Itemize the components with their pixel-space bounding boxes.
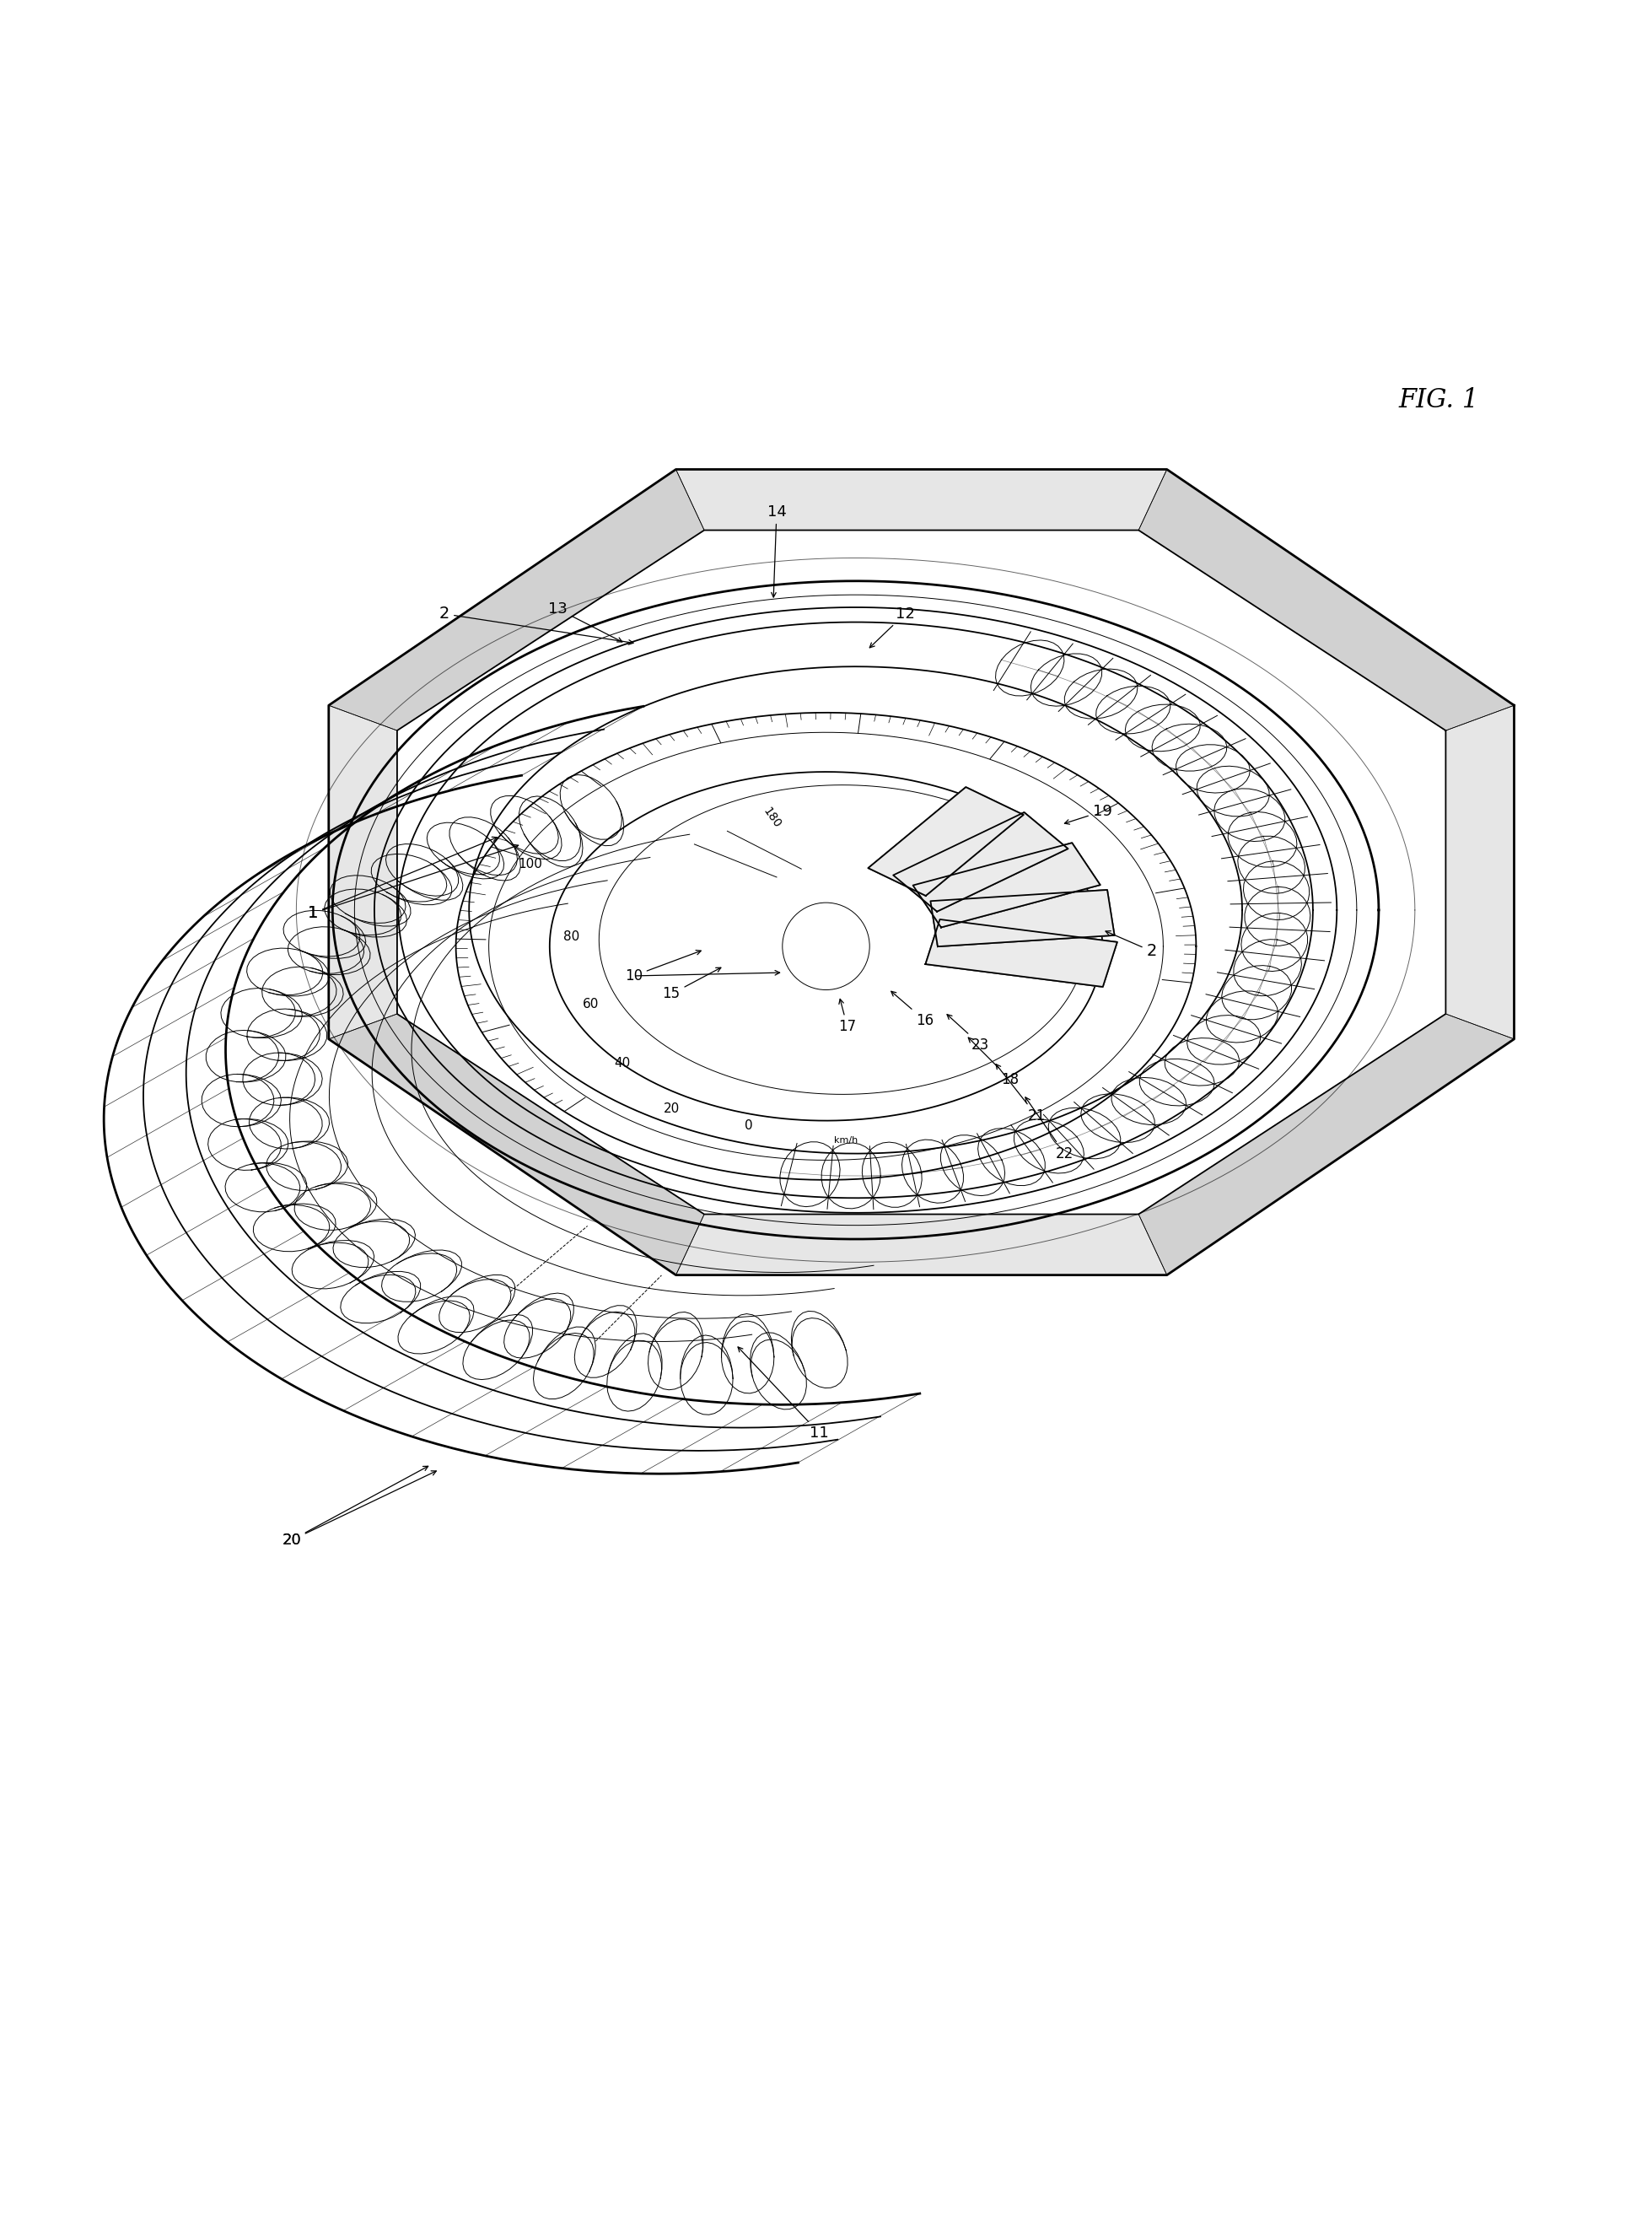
Polygon shape (1446, 704, 1515, 1039)
Text: 20: 20 (662, 1103, 679, 1116)
Text: 2: 2 (1105, 930, 1156, 959)
Text: 11: 11 (738, 1347, 829, 1442)
Text: 19: 19 (1064, 804, 1112, 824)
Text: 14: 14 (767, 505, 786, 598)
Text: 21: 21 (996, 1063, 1046, 1123)
Text: 10: 10 (624, 950, 700, 983)
Text: 1: 1 (307, 844, 519, 921)
Text: 15: 15 (662, 968, 720, 1001)
Text: 20: 20 (282, 1471, 436, 1548)
Text: 13: 13 (548, 600, 623, 642)
Text: 18: 18 (968, 1037, 1019, 1088)
Text: 17: 17 (839, 999, 856, 1034)
Text: 0: 0 (745, 1119, 753, 1132)
Polygon shape (869, 786, 1024, 895)
Text: km/h: km/h (834, 1136, 857, 1145)
Text: 20: 20 (282, 1466, 428, 1548)
Text: 40: 40 (615, 1057, 629, 1070)
Polygon shape (1138, 1014, 1515, 1276)
Polygon shape (930, 890, 1115, 946)
Text: FIG. 1: FIG. 1 (1399, 388, 1479, 412)
Text: 12: 12 (869, 607, 915, 647)
Polygon shape (329, 1014, 704, 1276)
Text: 180: 180 (760, 806, 783, 831)
Polygon shape (925, 919, 1117, 988)
Polygon shape (894, 813, 1067, 913)
Text: 2: 2 (439, 607, 633, 645)
Polygon shape (676, 1214, 1166, 1276)
Text: 23: 23 (947, 1014, 990, 1052)
Polygon shape (676, 470, 1166, 529)
Polygon shape (329, 470, 704, 731)
Circle shape (783, 904, 869, 990)
Polygon shape (1138, 470, 1515, 731)
Text: 22: 22 (1026, 1096, 1074, 1161)
Text: 60: 60 (583, 997, 600, 1010)
Text: 100: 100 (517, 857, 542, 870)
Polygon shape (914, 844, 1100, 928)
Polygon shape (329, 704, 396, 1039)
Text: 80: 80 (563, 930, 580, 944)
Text: 1: 1 (307, 837, 497, 921)
Text: 16: 16 (890, 992, 933, 1028)
